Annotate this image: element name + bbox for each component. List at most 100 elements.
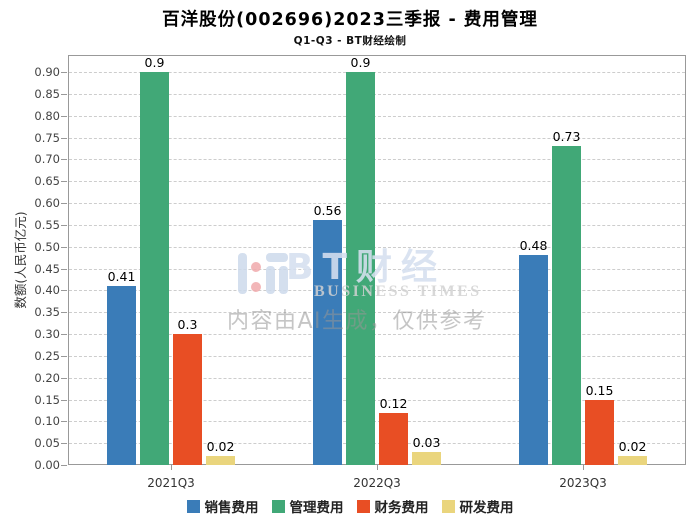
y-tick-label: 0.55 — [34, 217, 60, 232]
bar-value-label: 0.3 — [177, 317, 198, 332]
y-tick-mark — [61, 399, 67, 401]
bar-销售费用-2021Q3 — [107, 285, 136, 465]
bar-销售费用-2022Q3 — [313, 220, 342, 465]
y-tick-label: 0.45 — [34, 261, 60, 276]
y-tick-label: 0.75 — [34, 130, 60, 145]
bar-财务费用-2023Q3 — [585, 399, 614, 465]
x-tick-mark — [377, 465, 378, 470]
gridline — [69, 355, 685, 357]
y-tick-label: 0.25 — [34, 348, 60, 363]
chart-subtitle: Q1-Q3 - BT财经绘制 — [293, 35, 407, 47]
gridline — [69, 159, 685, 161]
x-tick-mark — [583, 465, 584, 470]
gridline — [69, 224, 685, 226]
gridline — [69, 203, 685, 204]
gridline — [69, 115, 685, 117]
bar-value-label: 0.48 — [519, 238, 548, 254]
x-tick-label: 2022Q3 — [353, 476, 401, 490]
y-tick-label: 0.35 — [34, 305, 60, 320]
bar-value-label: 0.73 — [552, 129, 581, 145]
y-tick-label: 0.90 — [34, 65, 60, 79]
y-tick-mark — [61, 93, 67, 95]
bar-管理费用-2021Q3 — [140, 72, 169, 465]
y-tick-mark — [61, 115, 67, 117]
x-tick-label: 2021Q3 — [147, 476, 195, 490]
plot-area — [68, 55, 686, 465]
legend-swatch — [441, 499, 455, 513]
legend-label: 财务费用 — [374, 500, 429, 516]
y-tick-label: 0.85 — [34, 86, 60, 101]
y-tick-mark — [61, 181, 67, 183]
legend-label: 研发费用 — [459, 500, 514, 516]
bar-销售费用-2023Q3 — [519, 255, 548, 465]
y-tick-label: 0.40 — [34, 283, 60, 298]
gridline — [69, 312, 685, 314]
y-tick-label: 0.80 — [34, 108, 60, 123]
bar-管理费用-2022Q3 — [346, 72, 375, 465]
bar-财务费用-2021Q3 — [173, 334, 202, 465]
gridline — [69, 246, 685, 248]
gridline — [69, 181, 685, 183]
gridline — [69, 421, 685, 423]
legend-label: 销售费用 — [204, 500, 259, 516]
y-tick-mark — [61, 421, 67, 423]
y-tick-label: 0.05 — [34, 436, 60, 451]
gridline — [69, 443, 685, 445]
y-tick-mark — [61, 159, 67, 161]
legend-swatch — [271, 499, 285, 513]
y-tick-mark — [61, 465, 67, 466]
bar-管理费用-2023Q3 — [552, 146, 581, 465]
y-tick-label: 0.10 — [34, 414, 60, 429]
watermark-brand-sub: BUSINESS TIMES — [314, 283, 482, 300]
gridline — [69, 93, 685, 95]
y-tick-mark — [61, 203, 67, 204]
y-tick-mark — [61, 224, 67, 226]
legend-item-研发费用: 研发费用 — [441, 496, 514, 516]
gridline — [69, 268, 685, 270]
gridline — [69, 334, 685, 335]
y-tick-mark — [61, 355, 67, 357]
bar-value-label: 0.15 — [585, 382, 614, 398]
y-tick-mark — [61, 334, 67, 335]
y-tick-label: 0.20 — [34, 370, 60, 385]
legend-item-销售费用: 销售费用 — [186, 496, 259, 516]
bar-value-label: 0.56 — [313, 203, 342, 219]
legend-item-管理费用: 管理费用 — [271, 496, 344, 516]
x-tick-label: 2023Q3 — [559, 476, 607, 490]
y-tick-label: 0.50 — [34, 239, 60, 254]
bar-value-label: 0.02 — [618, 439, 647, 455]
y-tick-mark — [61, 377, 67, 379]
legend-swatch — [186, 499, 200, 513]
legend: 销售费用 管理费用 财务费用 研发费用 — [0, 496, 700, 516]
y-tick-mark — [61, 312, 67, 314]
legend-label: 管理费用 — [289, 500, 344, 516]
bar-value-label: 0.9 — [350, 55, 371, 70]
legend-swatch — [356, 499, 370, 513]
bar-研发费用-2021Q3 — [206, 456, 235, 465]
gridline — [69, 137, 685, 139]
y-tick-label: 0.70 — [34, 152, 60, 167]
bt-logo-icon — [238, 246, 288, 302]
y-tick-label: 0.65 — [34, 174, 60, 189]
bar-研发费用-2023Q3 — [618, 456, 647, 465]
y-tick-label: 0.00 — [34, 458, 60, 472]
gridline — [69, 377, 685, 379]
bar-研发费用-2022Q3 — [412, 451, 441, 465]
chart-title: 百洋股份(002696)2023三季报 - 费用管理 — [162, 10, 538, 30]
y-tick-mark — [61, 290, 67, 292]
gridline — [69, 399, 685, 401]
y-tick-mark — [61, 443, 67, 445]
bar-value-label: 0.02 — [206, 439, 235, 455]
y-tick-label: 0.60 — [34, 196, 60, 210]
watermark-disclaimer: 内容由AI生成，仅供参考 — [227, 309, 487, 334]
bar-value-label: 0.41 — [107, 268, 136, 284]
y-tick-mark — [61, 268, 67, 270]
watermark-brand: BT财经 — [286, 247, 446, 288]
bar-财务费用-2022Q3 — [379, 412, 408, 465]
x-tick-mark — [171, 465, 172, 470]
gridline — [69, 290, 685, 292]
bar-value-label: 0.03 — [412, 434, 441, 450]
bar-value-label: 0.12 — [379, 395, 408, 411]
y-tick-label: 0.30 — [34, 327, 60, 341]
